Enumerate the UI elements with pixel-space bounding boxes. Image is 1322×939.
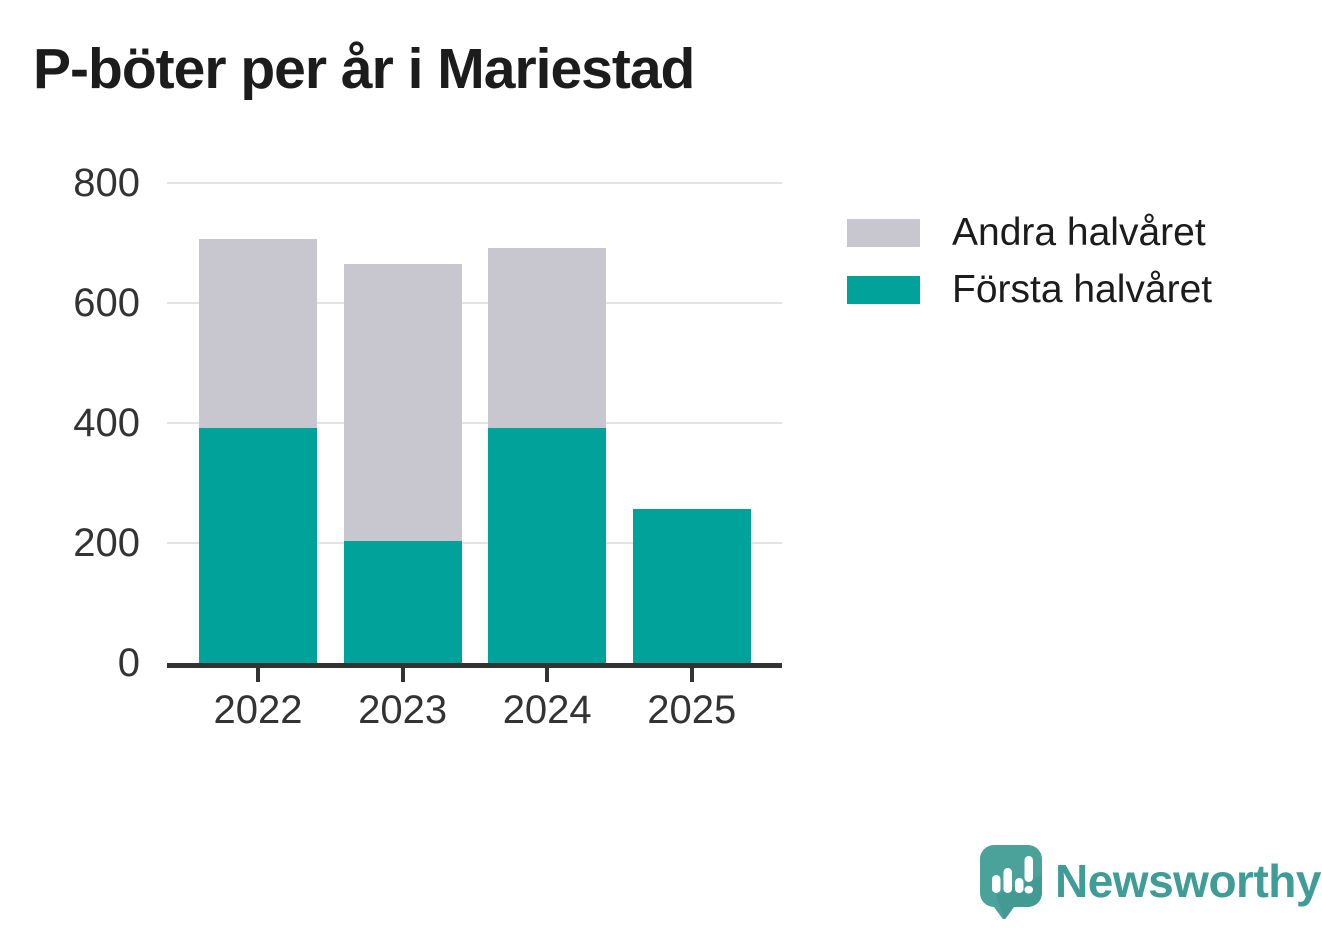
bar-2023-forsta: [343, 541, 462, 663]
gridline-400: [167, 422, 782, 424]
x-tick-label-2025: 2025: [647, 688, 737, 732]
bar-2024-forsta: [488, 427, 607, 663]
legend-swatch-andra: [847, 219, 920, 247]
x-tick-2025: [689, 668, 694, 682]
brand-wordmark: Newsworthy: [1055, 854, 1321, 907]
newsworthy-logo-icon: [980, 845, 1042, 924]
gridline-200: [167, 542, 782, 544]
branding: Newsworthy: [980, 845, 1321, 924]
x-tick-2024: [545, 668, 550, 682]
x-tick-label-2023: 2023: [358, 688, 448, 732]
y-tick-label-800: 800: [73, 161, 140, 205]
legend: Andra halvåret Första halvåret: [847, 211, 1212, 333]
bar-2024-andra: [488, 248, 607, 428]
x-tick-2022: [256, 668, 260, 682]
y-tick-label-600: 600: [73, 281, 140, 325]
gridline-800: [167, 182, 782, 184]
y-tick-label-200: 200: [73, 521, 140, 565]
x-tick-label-2024: 2024: [502, 688, 592, 732]
bar-2022-andra: [199, 239, 317, 429]
gridline-600: [167, 302, 782, 304]
legend-item-andra: Andra halvåret: [847, 211, 1212, 254]
legend-item-forsta: Första halvåret: [847, 268, 1212, 311]
bar-2022-forsta: [199, 428, 317, 663]
bar-2023-andra: [343, 264, 462, 542]
x-axis-line: [167, 663, 782, 668]
y-tick-label-400: 400: [73, 401, 140, 445]
chart-title: P-böter per år i Mariestad: [33, 37, 695, 101]
x-tick-2023: [400, 668, 405, 682]
y-tick-label-0: 0: [117, 641, 140, 685]
bar-2025-forsta: [632, 508, 751, 663]
legend-label-forsta: Första halvåret: [952, 268, 1213, 311]
legend-swatch-forsta: [847, 276, 920, 304]
legend-label-andra: Andra halvåret: [952, 211, 1206, 254]
plot-area: 0 200 400 600 800 2022 2023 2024 2025: [73, 161, 782, 732]
x-tick-label-2022: 2022: [213, 688, 303, 732]
